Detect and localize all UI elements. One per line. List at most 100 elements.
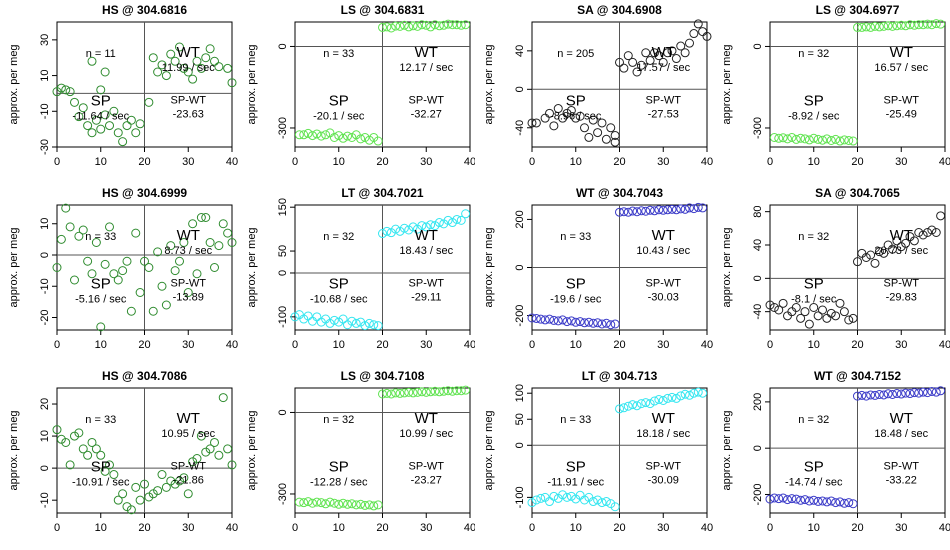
quadrant-spwt-label: SP-WT (646, 278, 682, 290)
data-point (575, 317, 585, 327)
data-point (368, 501, 378, 511)
data-point (307, 316, 317, 326)
n-label: n = 32 (323, 231, 354, 243)
data-point (364, 135, 374, 145)
data-point (78, 225, 88, 235)
quadrant-sp-rate: -5.16 / sec (75, 294, 127, 306)
data-point (645, 205, 655, 215)
quadrant-sp-label: SP (566, 459, 586, 476)
y-tick-label: 10 (39, 430, 51, 442)
data-point (338, 133, 348, 143)
data-point (800, 495, 809, 505)
y-axis-label: approx. per meg (246, 410, 258, 490)
data-point (122, 256, 132, 266)
quadrant-spwt-rate: -21.86 (173, 475, 204, 487)
data-point (157, 470, 167, 480)
data-point (416, 221, 426, 231)
x-tick-label: 30 (895, 156, 907, 168)
x-tick-label: 40 (701, 522, 713, 534)
x-tick-label: 30 (657, 156, 669, 168)
data-point (333, 499, 343, 509)
data-point (351, 500, 361, 510)
data-point (800, 307, 809, 317)
data-point (135, 119, 145, 129)
x-tick-label: 10 (807, 522, 819, 534)
quadrant-sp-label: SP (566, 93, 586, 110)
data-point (874, 22, 884, 32)
data-point (663, 205, 673, 215)
data-point (373, 136, 383, 146)
y-tick-label: 0 (277, 43, 289, 49)
data-point (364, 500, 374, 510)
data-point (105, 460, 114, 470)
data-point (56, 234, 66, 244)
data-point (342, 499, 352, 509)
data-point (808, 495, 818, 505)
data-point (421, 387, 431, 397)
quadrant-spwt-rate: -27.53 (648, 109, 679, 121)
data-point (307, 498, 317, 508)
x-tick-label: 20 (851, 339, 863, 351)
data-point (346, 316, 356, 326)
chart-title: LT @ 304.7021 (341, 186, 424, 200)
data-point (65, 460, 75, 470)
data-point (676, 391, 686, 401)
data-point (175, 256, 184, 266)
data-point (425, 220, 435, 230)
y-tick-label: -300 (752, 117, 764, 139)
data-point (826, 135, 836, 145)
chart-panel: HS @ 304.7086 approx. per meg 0 10 20 30 40 -10… (8, 369, 238, 534)
data-point (70, 97, 79, 107)
data-point (887, 21, 897, 31)
quadrant-wt-rate: 10.95 / sec (161, 428, 215, 440)
y-tick-label: 0 (514, 264, 526, 270)
data-point (451, 20, 461, 30)
data-point (623, 401, 633, 411)
n-label: n = 205 (557, 48, 594, 60)
chart-panel: LT @ 304.713 approx. per meg 0 10 20 30 40 -100… (483, 369, 713, 534)
data-point (223, 444, 233, 454)
data-point (360, 500, 369, 510)
data-point (61, 85, 71, 95)
data-point (144, 263, 154, 272)
data-point (83, 121, 93, 131)
y-tick-label: 100 (514, 384, 526, 402)
data-point (161, 71, 171, 81)
data-point (161, 482, 171, 492)
data-point (153, 486, 163, 496)
quadrant-wt-label: WT (177, 410, 200, 427)
quadrant-spwt-label: SP-WT (171, 461, 207, 473)
y-tick-label: 40 (752, 239, 764, 251)
data-point (549, 315, 559, 325)
data-point (351, 318, 361, 328)
data-point (848, 313, 858, 323)
data-point (769, 303, 779, 312)
data-point (628, 206, 638, 216)
data-point (865, 390, 875, 400)
data-point (183, 288, 193, 297)
data-point (610, 130, 620, 140)
data-point (303, 311, 313, 321)
data-point (140, 256, 149, 266)
data-point (403, 22, 413, 32)
x-tick-label: 30 (420, 522, 432, 534)
data-point (434, 21, 444, 31)
data-point (223, 63, 233, 73)
data-point (91, 238, 101, 247)
x-tick-label: 30 (420, 156, 432, 168)
quadrant-sp-label: SP (91, 459, 111, 476)
x-tick-label: 0 (766, 339, 772, 351)
data-point (316, 498, 326, 508)
data-point (434, 218, 444, 228)
data-point (329, 315, 339, 325)
data-point (676, 41, 686, 51)
data-point (817, 496, 827, 506)
chart-panel: LS @ 304.6977 approx. per meg 0 10 20 30 40 -30… (721, 3, 950, 168)
x-tick-label: 10 (95, 339, 107, 351)
data-point (562, 492, 572, 502)
data-point (425, 387, 435, 397)
data-point (918, 230, 928, 240)
quadrant-spwt-rate: -13.89 (173, 292, 204, 304)
data-point (311, 312, 321, 322)
x-tick-label: 40 (226, 156, 238, 168)
